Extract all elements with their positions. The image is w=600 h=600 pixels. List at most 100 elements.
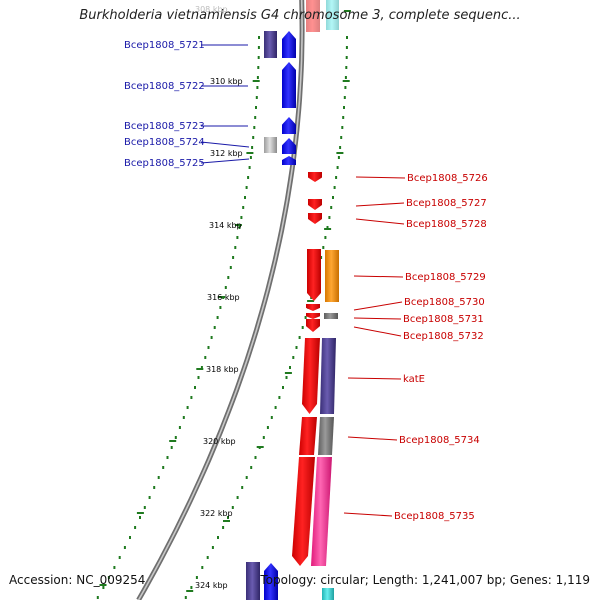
scale-dot-inner <box>232 256 235 259</box>
gene-label[interactable]: Bcep1808_5725 <box>124 158 205 169</box>
gene-label[interactable]: Bcep1808_5723 <box>124 121 205 132</box>
cog-block-gray <box>264 137 277 153</box>
scale-dot-inner <box>257 66 260 69</box>
scale-tick <box>234 224 242 226</box>
label-connector-right <box>347 436 398 441</box>
scale-dot-inner <box>240 216 243 219</box>
scale-dot-inner <box>166 456 169 459</box>
scale-dot-outer <box>285 376 288 379</box>
scale-dot-inner <box>242 206 245 209</box>
label-connectors <box>200 44 406 517</box>
scale-dot-outer <box>184 596 187 599</box>
scale-label: 322 kbp <box>200 509 233 518</box>
scale-dot-outer <box>254 456 257 459</box>
scale-dot-inner <box>258 36 260 39</box>
scale-dot-outer <box>298 336 301 339</box>
label-connector-right <box>353 317 402 320</box>
gene-label[interactable]: Bcep1808_5721 <box>124 40 205 51</box>
outer-tick <box>336 152 344 154</box>
gene-label[interactable]: Bcep1808_5724 <box>124 137 205 148</box>
gene-label[interactable]: Bcep1808_5734 <box>399 435 480 446</box>
scale-dot-outer <box>295 346 298 349</box>
gene-arrow-reverse <box>307 249 321 301</box>
scale-tick <box>99 584 107 586</box>
gene-label[interactable]: Bcep1808_5726 <box>407 173 488 184</box>
label-connector-right <box>355 176 406 179</box>
top-gene-cyan-fragment <box>326 0 339 30</box>
scale-dot-outer <box>346 36 348 39</box>
scale-label: 316 kbp <box>207 293 240 302</box>
gene-arrow-reverse <box>308 213 322 224</box>
scale-dot-inner <box>190 396 193 399</box>
map-title: Burkholderia vietnamiensis G4 chromosome… <box>79 8 521 23</box>
scale-dot-outer <box>341 126 344 129</box>
gene-label[interactable]: Bcep1808_5727 <box>406 198 487 209</box>
scale-tick <box>218 296 226 298</box>
scale-dot-inner <box>204 356 207 359</box>
scale-dot-outer <box>301 326 304 329</box>
scale-dot-outer <box>201 566 204 569</box>
scale-label: 320 kbp <box>203 437 236 446</box>
label-connector-right <box>355 202 405 207</box>
genome-summary-text: Topology: circular; Length: 1,241,007 bp… <box>260 573 590 587</box>
scale-dot-outer <box>343 106 345 109</box>
scale-dot-outer <box>266 426 269 429</box>
scale-dot-outer <box>336 166 339 169</box>
scale-dot-outer <box>222 526 225 529</box>
scale-dot-outer <box>245 476 248 479</box>
scale-dot-outer <box>250 466 253 469</box>
label-connector-right <box>353 275 404 278</box>
cog-block-cyan <box>322 588 334 600</box>
scale-dot-inner <box>153 486 156 489</box>
scale-dot-inner <box>157 476 160 479</box>
scale-dot-outer <box>270 416 273 419</box>
scale-dot-inner <box>123 546 126 549</box>
scale-dots <box>96 36 348 599</box>
gene-label[interactable]: Bcep1808_5731 <box>403 314 484 325</box>
scale-dot-inner <box>253 126 256 129</box>
scale-dot-inner <box>143 506 146 509</box>
scale-dot-outer <box>335 176 338 179</box>
gene-arrow-reverse <box>306 313 320 319</box>
scale-dot-inner <box>197 376 200 379</box>
label-connector-right <box>355 218 405 225</box>
outer-tick <box>223 520 230 522</box>
scale-dot-inner <box>245 186 248 189</box>
gene-label[interactable]: Bcep1808_5735 <box>394 511 475 522</box>
scale-label: 308 kbp <box>195 5 228 14</box>
label-connector-right <box>343 512 393 517</box>
gene-label[interactable]: Bcep1808_5722 <box>124 81 205 92</box>
gene-label[interactable]: Bcep1808_5732 <box>403 331 484 342</box>
gene-label[interactable]: Bcep1808_5728 <box>406 219 487 230</box>
scale-dot-inner <box>194 386 196 389</box>
scale-dot-inner <box>186 406 189 409</box>
cog-block-gray <box>324 313 338 319</box>
scale-dot-outer <box>343 96 346 99</box>
scale-dot-outer <box>340 136 343 139</box>
scale-dot-outer <box>278 396 281 399</box>
gene-arrow-forward <box>282 138 296 154</box>
scale-dot-outer <box>289 366 291 369</box>
cog-block-purple <box>246 562 260 600</box>
gene-arrow-forward <box>282 117 296 134</box>
scale-dot-inner <box>255 106 257 109</box>
scale-dot-outer <box>324 236 327 239</box>
gene-arrow-reverse <box>306 304 320 311</box>
scale-dot-inner <box>247 176 250 179</box>
scale-dot-inner <box>216 316 219 319</box>
label-connector-left <box>200 158 250 164</box>
gene-label[interactable]: katE <box>403 374 425 385</box>
scale-dot-inner <box>236 236 239 239</box>
scale-dot-inner <box>162 466 165 469</box>
scale-dot-outer <box>345 46 348 49</box>
label-connector-right <box>347 377 402 380</box>
scale-dot-inner <box>256 76 259 79</box>
scale-dot-inner <box>178 426 181 429</box>
gene-label[interactable]: Bcep1808_5729 <box>405 272 486 283</box>
scale-dot-inner <box>252 136 255 139</box>
gene-arrow-forward <box>282 62 296 108</box>
scale-dot-outer <box>328 216 331 219</box>
scale-dot-inner <box>96 596 99 599</box>
gene-label[interactable]: Bcep1808_5730 <box>404 297 485 308</box>
scale-dot-outer <box>330 206 333 209</box>
